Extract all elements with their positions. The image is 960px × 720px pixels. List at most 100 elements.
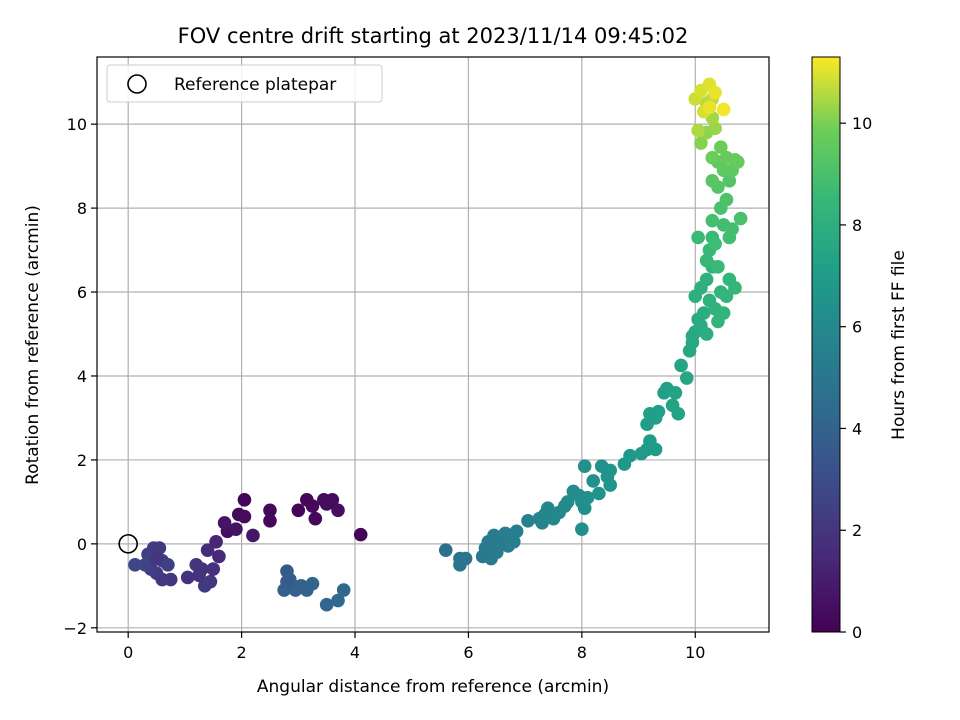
scatter-point bbox=[560, 495, 575, 509]
x-tick-label: 6 bbox=[463, 643, 473, 662]
chart-title: FOV centre drift starting at 2023/11/14 … bbox=[178, 24, 689, 48]
scatter-point bbox=[217, 516, 232, 530]
colorbar-tick-label: 4 bbox=[852, 419, 862, 438]
scatter-point bbox=[705, 174, 720, 188]
legend-box bbox=[106, 64, 383, 103]
scatter-point bbox=[212, 549, 226, 564]
scatter-point bbox=[149, 551, 164, 566]
y-tick-label: 4 bbox=[77, 367, 87, 386]
scatter-point bbox=[691, 230, 705, 245]
scatter-point bbox=[722, 174, 737, 188]
scatter-point bbox=[192, 568, 206, 583]
scatter-point bbox=[209, 534, 223, 549]
scatter-point bbox=[725, 222, 739, 236]
scatter-point bbox=[237, 492, 252, 507]
scatter-point bbox=[237, 509, 252, 524]
scatter-point bbox=[197, 579, 212, 593]
scatter-point bbox=[305, 576, 320, 591]
scatter-point bbox=[671, 406, 686, 421]
scatter-point bbox=[623, 448, 637, 463]
scatter-point bbox=[521, 513, 535, 528]
scatter-point bbox=[280, 574, 294, 589]
scatter-point bbox=[325, 492, 340, 507]
scatter-point bbox=[719, 289, 734, 304]
scatter-point bbox=[577, 501, 592, 515]
scatter-point bbox=[719, 192, 734, 207]
scatter-point bbox=[674, 358, 688, 373]
scatter-point bbox=[648, 442, 663, 457]
y-axis-label: Rotation from reference (arcmin) bbox=[23, 205, 43, 485]
scatter-point bbox=[507, 534, 521, 549]
scatter-point bbox=[699, 253, 714, 268]
colorbar-tick-label: 8 bbox=[852, 216, 862, 235]
scatter-point bbox=[694, 136, 708, 150]
scatter-point bbox=[705, 150, 720, 165]
scatter-point bbox=[246, 528, 260, 543]
x-tick-label: 10 bbox=[685, 643, 705, 662]
scatter-point bbox=[713, 140, 728, 155]
colorbar-label: Hours from first FF file bbox=[889, 250, 909, 440]
y-tick-label: 2 bbox=[77, 451, 87, 470]
scatter-point bbox=[575, 522, 589, 536]
scatter-point bbox=[180, 570, 195, 585]
scatter-point bbox=[308, 511, 323, 526]
scatter-point bbox=[586, 474, 601, 488]
scatter-point bbox=[331, 593, 345, 608]
reference-platepar-marker bbox=[118, 534, 138, 554]
scatter-point bbox=[691, 123, 705, 138]
scatter-point bbox=[353, 527, 368, 542]
scatter-point bbox=[161, 558, 175, 572]
colorbar-tick-label: 10 bbox=[852, 114, 872, 133]
scatter-point bbox=[331, 503, 345, 518]
scatter-point bbox=[263, 503, 277, 518]
scatter-point bbox=[152, 541, 167, 555]
scatter-point bbox=[716, 102, 731, 117]
scatter-point bbox=[509, 524, 524, 539]
scatter-point bbox=[648, 411, 663, 425]
y-tick-label: 6 bbox=[77, 283, 87, 302]
x-tick-label: 4 bbox=[350, 643, 360, 662]
axis-ticks: 0 2 4 6 8 10 −2 0 2 4 6 8 10 bbox=[63, 115, 705, 662]
legend-open-circle-marker bbox=[127, 74, 147, 94]
scatter-point bbox=[128, 558, 142, 572]
scatter-point bbox=[733, 211, 748, 226]
legend-label: Reference platepar bbox=[174, 75, 336, 95]
scatter-point bbox=[592, 486, 606, 501]
y-tick-label: 10 bbox=[67, 115, 87, 134]
scatter-point bbox=[336, 583, 351, 597]
colorbar-gradient bbox=[811, 56, 841, 633]
scatter-point bbox=[438, 543, 453, 557]
scatter-point bbox=[679, 371, 694, 385]
scatter-point bbox=[541, 501, 555, 515]
scatter-point bbox=[291, 503, 306, 518]
y-tick-label: 8 bbox=[77, 199, 87, 218]
scatter-points bbox=[128, 77, 748, 612]
y-tick-label: −2 bbox=[63, 619, 87, 638]
scatter-point bbox=[685, 329, 700, 343]
scatter-point bbox=[206, 562, 221, 576]
scatter-point bbox=[708, 121, 722, 136]
scatter-point bbox=[708, 236, 722, 251]
x-tick-label: 8 bbox=[577, 643, 587, 662]
scatter-point bbox=[716, 306, 731, 320]
legend: Reference platepar bbox=[106, 64, 383, 103]
scatter-point bbox=[200, 543, 215, 557]
scatter-point bbox=[229, 522, 243, 536]
scatter-point bbox=[492, 537, 507, 551]
plot-frame bbox=[96, 56, 770, 633]
scatter-point bbox=[580, 490, 595, 505]
scatter-point bbox=[577, 459, 592, 474]
scatter-point bbox=[708, 85, 722, 100]
scatter-point bbox=[668, 385, 683, 400]
x-tick-label: 2 bbox=[237, 643, 247, 662]
scatter-point bbox=[263, 513, 277, 528]
scatter-point bbox=[699, 272, 714, 287]
colorbar-tick-label: 6 bbox=[852, 318, 862, 337]
colorbar-ticks: 0 2 4 6 8 10 bbox=[840, 114, 872, 642]
scatter-point bbox=[458, 551, 473, 566]
colorbar-tick-label: 0 bbox=[852, 623, 862, 642]
scatter-point bbox=[305, 499, 320, 513]
colorbar-tick-label: 2 bbox=[852, 521, 862, 540]
grid bbox=[97, 57, 769, 632]
